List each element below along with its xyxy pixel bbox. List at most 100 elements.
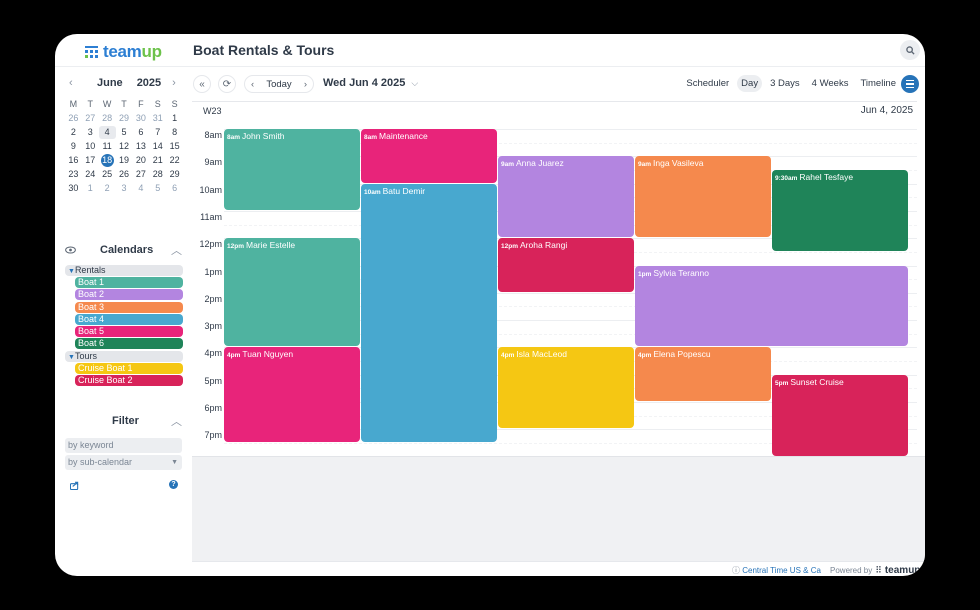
- keyword-filter-input[interactable]: by keyword: [65, 438, 182, 453]
- calendar-group[interactable]: ▼Rentals: [65, 265, 183, 276]
- date-picker[interactable]: Wed Jun 4 2025 ⌵: [323, 77, 418, 89]
- mini-day[interactable]: 21: [152, 155, 163, 165]
- month-label[interactable]: June: [97, 77, 123, 89]
- calendars-header[interactable]: Calendars ︿: [65, 242, 182, 258]
- calendar-item[interactable]: Boat 3: [75, 301, 183, 313]
- event-time: 9am: [638, 161, 652, 169]
- mini-day[interactable]: 11: [102, 141, 112, 151]
- mini-day[interactable]: 16: [68, 155, 79, 165]
- collapse-filter-icon[interactable]: ︿: [171, 416, 182, 428]
- mini-day[interactable]: 20: [135, 155, 146, 165]
- calendar-item[interactable]: Boat 2: [75, 289, 183, 301]
- search-button[interactable]: [900, 40, 920, 60]
- mini-day[interactable]: 1: [87, 183, 93, 193]
- calendar-item[interactable]: Boat 4: [75, 313, 183, 325]
- mini-calendar-header: ‹ June 2025 ›: [69, 77, 181, 89]
- mini-day[interactable]: 2: [104, 183, 110, 193]
- event-block[interactable]: 9:30am Rahel Tesfaye: [772, 169, 908, 251]
- mini-day[interactable]: 12: [118, 141, 129, 151]
- calendar-group[interactable]: ▼Tours: [65, 350, 183, 362]
- event-block[interactable]: 4pm Tuan Nguyen: [224, 347, 360, 442]
- timezone-link[interactable]: ⓘ Central Time US & Ca: [732, 565, 821, 576]
- sidebar: ‹ June 2025 › M T W T F S S 26 27 28 29 30 31 1 2 3 4 5 6 7…: [55, 67, 192, 576]
- collapse-calendars-icon[interactable]: ︿: [171, 245, 182, 257]
- view-tab-day[interactable]: Day: [737, 75, 763, 92]
- mini-day[interactable]: 24: [85, 169, 96, 179]
- mini-day[interactable]: 3: [121, 183, 127, 193]
- mini-day[interactable]: 23: [68, 169, 79, 179]
- refresh-button[interactable]: ⟳: [218, 75, 236, 93]
- mini-day[interactable]: 29: [118, 113, 129, 123]
- prev-month-button[interactable]: ‹: [69, 77, 73, 89]
- eye-icon[interactable]: [65, 246, 76, 254]
- prev-day-button[interactable]: ‹: [251, 78, 255, 90]
- mini-day[interactable]: 15: [169, 141, 180, 151]
- brand-name: teamup: [884, 565, 921, 576]
- mini-day[interactable]: 30: [135, 113, 146, 123]
- calendar-item[interactable]: Boat 6: [75, 338, 183, 350]
- teamup-logo[interactable]: teamup: [85, 42, 162, 62]
- mini-day[interactable]: 19: [118, 155, 129, 165]
- mini-day[interactable]: 3: [87, 127, 93, 137]
- view-tab-4-weeks[interactable]: 4 Weeks: [811, 78, 849, 89]
- mini-day[interactable]: 8: [172, 127, 178, 137]
- mini-day[interactable]: 13: [135, 141, 146, 151]
- event-block[interactable]: 8am John Smith: [224, 129, 360, 210]
- view-tab-scheduler[interactable]: Scheduler: [686, 78, 730, 89]
- event-block[interactable]: 9am Inga Vasileva: [635, 156, 771, 238]
- mini-day[interactable]: 25: [102, 169, 113, 179]
- event-block[interactable]: 9am Anna Juarez: [498, 156, 634, 238]
- mini-day[interactable]: 29: [169, 169, 180, 179]
- subcalendar-filter-select[interactable]: by sub-calendar ▼: [65, 455, 182, 470]
- mini-day[interactable]: 4: [98, 126, 116, 139]
- year-label[interactable]: 2025: [136, 77, 162, 89]
- next-day-button[interactable]: ›: [303, 78, 307, 90]
- powered-by[interactable]: Powered by ⠿ teamup: [830, 565, 920, 576]
- mini-day[interactable]: 7: [155, 127, 161, 137]
- mini-day[interactable]: 5: [121, 127, 127, 137]
- mini-day[interactable]: 28: [152, 169, 163, 179]
- mini-day[interactable]: 9: [70, 141, 76, 151]
- mini-day[interactable]: 22: [169, 155, 180, 165]
- mini-day[interactable]: 27: [85, 113, 96, 123]
- help-icon[interactable]: ?: [169, 480, 178, 489]
- mini-day[interactable]: 2: [70, 127, 76, 137]
- mini-day[interactable]: 1: [172, 113, 178, 123]
- mini-day-today[interactable]: 18: [99, 154, 116, 167]
- event-block[interactable]: 12pm Aroha Rangi: [498, 238, 634, 292]
- subcalendar-placeholder: by sub-calendar: [68, 457, 133, 467]
- calendar-item[interactable]: Cruise Boat 2: [75, 375, 183, 387]
- event-block[interactable]: 8am Maintenance: [361, 129, 497, 183]
- mini-day[interactable]: 31: [152, 113, 163, 123]
- event-block[interactable]: 12pm Marie Estelle: [224, 238, 360, 347]
- today-button[interactable]: Today: [266, 78, 292, 90]
- view-tab-timeline[interactable]: Timeline: [860, 78, 896, 89]
- view-tab-3-days[interactable]: 3 Days: [770, 78, 800, 89]
- mini-day[interactable]: 10: [85, 141, 96, 151]
- filter-header[interactable]: Filter ︿: [65, 413, 182, 429]
- mini-day[interactable]: 6: [172, 183, 178, 193]
- mini-day[interactable]: 26: [68, 113, 79, 123]
- calendar-item[interactable]: Boat 1: [75, 277, 183, 288]
- mini-day[interactable]: 26: [118, 169, 129, 179]
- mini-day[interactable]: 30: [68, 183, 79, 193]
- share-icon[interactable]: [70, 481, 79, 490]
- search-icon: [905, 45, 915, 55]
- calendar-item[interactable]: Boat 5: [75, 326, 183, 338]
- mini-day[interactable]: 5: [155, 183, 161, 193]
- mini-day[interactable]: 27: [135, 169, 146, 179]
- mini-day[interactable]: 28: [102, 113, 113, 123]
- mini-day[interactable]: 17: [85, 155, 96, 165]
- event-block[interactable]: 1pm Sylvia Teranno: [635, 265, 908, 347]
- next-month-button[interactable]: ›: [172, 77, 176, 89]
- event-block[interactable]: 5pm Sunset Cruise: [772, 374, 908, 456]
- event-block[interactable]: 4pm Isla MacLeod: [498, 347, 634, 429]
- calendar-item[interactable]: Cruise Boat 1: [75, 362, 183, 374]
- mini-day[interactable]: 14: [152, 141, 163, 151]
- menu-button[interactable]: [901, 75, 919, 93]
- event-block[interactable]: 4pm Elena Popescu: [635, 347, 771, 401]
- mini-day[interactable]: 6: [138, 127, 144, 137]
- mini-day[interactable]: 4: [138, 183, 144, 193]
- event-block[interactable]: 10am Batu Demir: [361, 183, 497, 442]
- back-button[interactable]: «: [193, 75, 211, 93]
